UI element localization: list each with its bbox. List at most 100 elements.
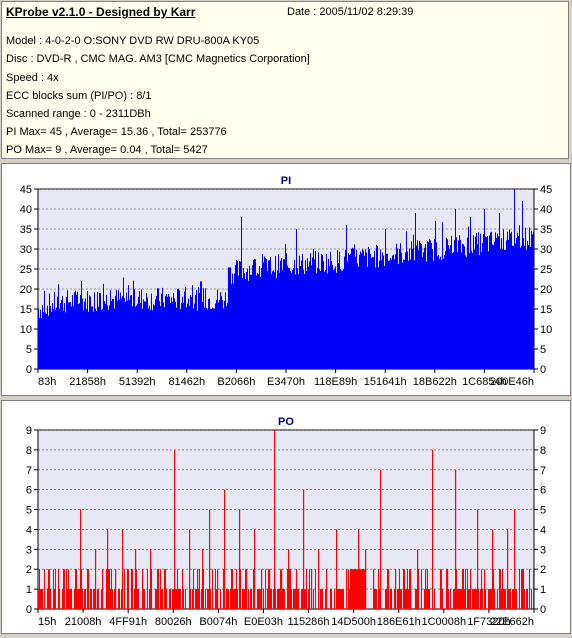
po-bar (334, 589, 335, 609)
y-tick-label: 1 (26, 584, 32, 596)
pi-bar (133, 280, 134, 369)
po-bar (87, 569, 88, 609)
pi-bar (477, 244, 478, 369)
pi-bar (303, 269, 304, 369)
pi-bar (166, 294, 167, 369)
pi-bar (338, 263, 339, 369)
pi-bar (328, 258, 329, 369)
po-bar (108, 569, 109, 609)
pi-bar (238, 275, 239, 369)
pi-bar (462, 243, 463, 369)
pi-bar (383, 255, 384, 369)
po-bar (460, 589, 461, 609)
pi-bar (220, 292, 221, 369)
po-bar (434, 589, 435, 609)
x-tick-label: 83h (38, 376, 56, 388)
pi-bar (485, 236, 486, 369)
po-spike (209, 509, 211, 609)
po-bar (353, 569, 354, 609)
pi-bar (179, 290, 180, 369)
po-bar (283, 589, 284, 609)
po-bar (273, 589, 274, 609)
pi-bar (214, 308, 215, 369)
po-bar (64, 569, 65, 609)
pi-bar (198, 287, 199, 369)
pi-bar (419, 240, 420, 369)
po-bar (112, 589, 113, 609)
pi-bar (437, 256, 438, 369)
po-bar (279, 589, 280, 609)
pi-bar (119, 299, 120, 369)
pi-chart: PI 0 0 5 5 10 10 15 15 20 20 25 25 30 30 35 35 40 40 45 45 83… (20, 175, 553, 388)
pi-bar (358, 266, 359, 369)
po-bar (39, 569, 40, 609)
pi-bar (116, 289, 117, 369)
x-tick-label: 1F7320h (467, 616, 510, 628)
pi-bar (414, 260, 415, 369)
po-spike (107, 529, 109, 609)
pi-bar (90, 296, 91, 369)
pi-bar (530, 246, 531, 369)
pi-bar (212, 307, 213, 369)
y-tick-label-right: 1 (540, 584, 546, 596)
po-bar (172, 589, 173, 609)
po-bar (76, 569, 77, 609)
pi-bar (356, 249, 357, 369)
pi-bar (232, 273, 233, 369)
pi-bar (181, 302, 182, 369)
po-bar (497, 589, 498, 609)
pi-bar (79, 303, 80, 369)
pi-bar (305, 260, 306, 369)
pi-bar (339, 251, 340, 369)
pi-bar (430, 240, 431, 369)
pi-bar (263, 262, 264, 369)
po-bar (441, 569, 442, 609)
pi-bar (394, 259, 395, 369)
po-bar (90, 589, 91, 609)
po-bar (397, 589, 398, 609)
po-bar (166, 589, 167, 609)
pi-bar (497, 233, 498, 369)
po-spike (318, 549, 320, 609)
pi-bar (392, 255, 393, 369)
pi-bar (388, 260, 389, 369)
po-bar (53, 569, 54, 609)
pi-bar (487, 236, 488, 369)
pi-bar (268, 260, 269, 369)
po-bar (170, 589, 171, 609)
pi-bar (517, 232, 518, 369)
pi-bar (336, 272, 337, 369)
po-spike (303, 489, 305, 609)
pi-bar (482, 242, 483, 369)
po-bar (427, 569, 428, 609)
pi-bar (201, 281, 202, 369)
po-bar (198, 589, 199, 609)
pi-bar (273, 270, 274, 369)
po-bar (110, 589, 111, 609)
pi-bar (223, 308, 224, 369)
po-spike (514, 509, 516, 609)
po-bar (463, 569, 464, 609)
pi-bar (289, 268, 290, 369)
po-bar (363, 569, 364, 609)
pi-bar (97, 291, 98, 369)
po-bar (301, 589, 302, 609)
pi-bar (196, 290, 197, 369)
pi-bar (234, 273, 235, 369)
pi-bar (344, 256, 345, 369)
pi-bar (135, 306, 136, 369)
pi-bar (425, 244, 426, 369)
y-tick-label: 5 (26, 344, 32, 356)
po-bar (201, 589, 202, 609)
y-tick-label-right: 2 (540, 564, 546, 576)
pi-bar (321, 253, 322, 369)
pi-bar (337, 250, 338, 369)
pi-bar (274, 272, 275, 369)
pi-bar (445, 250, 446, 369)
po-bar (510, 589, 511, 609)
x-tick-label: B0074h (199, 616, 237, 628)
po-chart: PO 0 0 1 1 2 2 3 3 4 4 5 5 6 6 7 7 8 8 9 9 15h 21008h 4FF91h 800… (26, 416, 546, 628)
pi-bar (350, 253, 351, 369)
pi-bar (152, 310, 153, 369)
pi-bar (185, 286, 186, 369)
